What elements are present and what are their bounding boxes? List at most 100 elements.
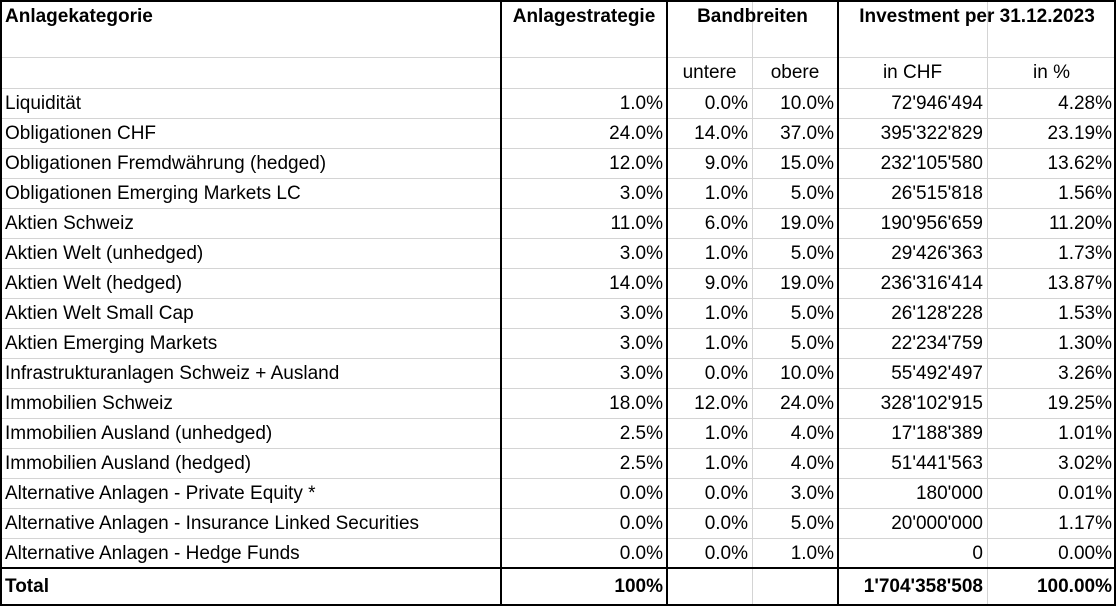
header-category: Anlagekategorie	[5, 5, 153, 27]
row-category: Obligationen Emerging Markets LC	[5, 182, 301, 204]
row-strategy: 0.0%	[619, 512, 663, 534]
row-category: Immobilien Schweiz	[5, 392, 173, 414]
total-strategy: 100%	[614, 575, 663, 597]
row-strategy: 3.0%	[619, 302, 663, 324]
row-pct: 13.87%	[1047, 272, 1112, 294]
row-chf: 395'322'829	[880, 122, 983, 144]
row-gridline	[0, 388, 1116, 389]
row-pct: 0.00%	[1058, 542, 1112, 564]
row-category: Alternative Anlagen - Insurance Linked S…	[5, 512, 420, 534]
row-pct: 19.25%	[1047, 392, 1112, 414]
row-chf: 26'128'228	[891, 302, 983, 324]
row-category: Alternative Anlagen - Hedge Funds	[5, 542, 300, 564]
row-pct: 0.01%	[1058, 482, 1112, 504]
row-chf: 17'188'389	[891, 422, 983, 444]
row-upper: 10.0%	[780, 362, 834, 384]
row-gridline	[0, 508, 1116, 509]
border-bandwidths-left	[666, 0, 668, 606]
row-lower: 0.0%	[704, 482, 748, 504]
outer-border-right	[1114, 0, 1116, 606]
header-separator	[0, 57, 1116, 58]
row-lower: 9.0%	[704, 272, 748, 294]
row-category: Aktien Welt (hedged)	[5, 272, 183, 294]
outer-border-left	[0, 0, 2, 606]
row-gridline	[0, 358, 1116, 359]
row-lower: 1.0%	[704, 332, 748, 354]
total-separator	[0, 567, 1116, 569]
row-chf: 236'316'414	[880, 272, 983, 294]
border-investment-left	[837, 0, 839, 606]
row-pct: 1.56%	[1058, 182, 1112, 204]
row-lower: 0.0%	[704, 512, 748, 534]
row-upper: 3.0%	[790, 482, 834, 504]
row-lower: 14.0%	[694, 122, 748, 144]
row-category: Aktien Welt Small Cap	[5, 302, 194, 324]
row-lower: 1.0%	[704, 242, 748, 264]
subheader-upper: obere	[770, 62, 820, 83]
row-chf: 29'426'363	[891, 242, 983, 264]
row-chf: 190'956'659	[880, 212, 983, 234]
row-pct: 3.02%	[1058, 452, 1112, 474]
row-category: Infrastrukturanlagen Schweiz + Ausland	[5, 362, 340, 384]
row-category: Aktien Welt (unhedged)	[5, 242, 204, 264]
row-lower: 1.0%	[704, 452, 748, 474]
row-gridline	[0, 208, 1116, 209]
row-pct: 1.17%	[1058, 512, 1112, 534]
subheader-pct: in %	[1033, 62, 1070, 83]
row-pct: 1.30%	[1058, 332, 1112, 354]
row-upper: 19.0%	[780, 272, 834, 294]
row-upper: 4.0%	[790, 452, 834, 474]
row-upper: 5.0%	[790, 512, 834, 534]
row-chf: 26'515'818	[891, 182, 983, 204]
row-strategy: 0.0%	[619, 482, 663, 504]
row-strategy: 2.5%	[619, 422, 663, 444]
row-lower: 0.0%	[704, 362, 748, 384]
row-lower: 12.0%	[694, 392, 748, 414]
column-gridline	[987, 0, 988, 606]
row-pct: 23.19%	[1047, 122, 1112, 144]
row-strategy: 11.0%	[610, 212, 663, 234]
row-gridline	[0, 178, 1116, 179]
row-strategy: 18.0%	[609, 392, 663, 414]
row-category: Aktien Emerging Markets	[5, 332, 218, 354]
row-upper: 10.0%	[780, 92, 834, 114]
row-pct: 4.28%	[1058, 92, 1112, 114]
row-category: Immobilien Ausland (hedged)	[5, 452, 252, 474]
total-label: Total	[5, 575, 49, 597]
row-chf: 328'102'915	[880, 392, 983, 414]
row-pct: 11.20%	[1048, 212, 1112, 234]
total-chf: 1'704'358'508	[863, 575, 983, 597]
row-lower: 1.0%	[704, 182, 748, 204]
row-upper: 5.0%	[790, 302, 834, 324]
row-category: Obligationen CHF	[5, 122, 157, 144]
row-strategy: 1.0%	[619, 92, 663, 114]
subheader-lower: untere	[682, 62, 737, 83]
row-strategy: 3.0%	[619, 182, 663, 204]
row-upper: 5.0%	[790, 332, 834, 354]
row-gridline	[0, 298, 1116, 299]
row-gridline	[0, 538, 1116, 539]
row-chf: 22'234'759	[891, 332, 983, 354]
row-pct: 13.62%	[1047, 152, 1112, 174]
header-investment: Investment per 31.12.2023	[859, 5, 1095, 27]
row-chf: 51'441'563	[891, 452, 983, 474]
row-gridline	[0, 418, 1116, 419]
border-strategy-left	[500, 0, 502, 606]
row-gridline	[0, 448, 1116, 449]
row-strategy: 14.0%	[609, 272, 663, 294]
row-strategy: 0.0%	[619, 542, 663, 564]
row-gridline	[0, 88, 1116, 89]
row-gridline	[0, 148, 1116, 149]
row-lower: 1.0%	[704, 422, 748, 444]
row-chf: 20'000'000	[891, 512, 983, 534]
row-upper: 5.0%	[790, 182, 834, 204]
outer-border-top	[0, 0, 1116, 2]
row-category: Aktien Schweiz	[5, 212, 134, 234]
row-upper: 4.0%	[790, 422, 834, 444]
row-chf: 232'105'580	[880, 152, 983, 174]
row-chf: 72'946'494	[891, 92, 983, 114]
row-lower: 1.0%	[704, 302, 748, 324]
outer-border-bottom	[0, 604, 1116, 606]
row-chf: 55'492'497	[891, 362, 983, 384]
